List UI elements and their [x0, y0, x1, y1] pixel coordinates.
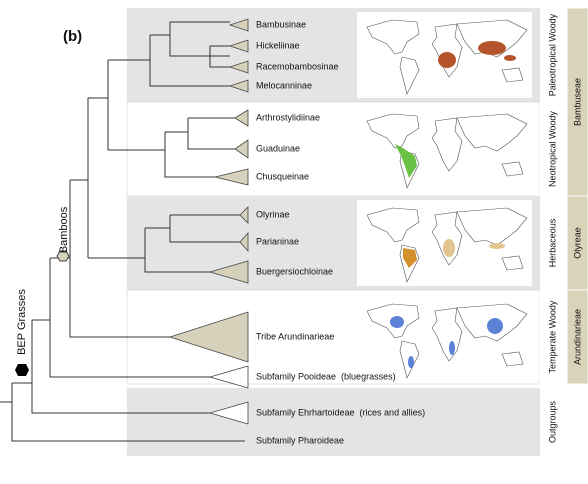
node-label: BEP Grasses — [16, 289, 28, 355]
clade-triangles — [168, 18, 249, 425]
group-labels: Paleotropical Woody Neotropical Woody He… — [547, 13, 582, 443]
clade-label: Subfamily Ehrhartoideae (rices and allie… — [256, 407, 425, 417]
node-label: Bamboos — [58, 206, 70, 253]
clade-label: Arthrostylidiinae — [256, 112, 320, 122]
clade-label: Subfamily Pooideae (bluegrasses) — [256, 371, 396, 381]
clade-label: Chusqueinae — [256, 171, 309, 181]
clade-label: Guaduinae — [256, 143, 300, 153]
tribe-label: Arundinarieae — [572, 309, 582, 365]
group-label: Paleotropical Woody — [547, 13, 557, 96]
bamboos-node — [56, 250, 70, 262]
clade-label: Melocanninae — [256, 80, 312, 90]
tribe-label: Bambuseae — [572, 78, 582, 126]
clade-label: Bambusinae — [256, 19, 306, 29]
clade-labels: Bambusinae Hickeliinae Racemobambosinae … — [256, 19, 425, 445]
figure-label: (b) — [63, 28, 82, 45]
clade-label: Buergersiochloinae — [256, 266, 333, 276]
clade-label: Subfamily Pharoideae — [256, 435, 344, 445]
group-label: Neotropical Woody — [547, 111, 557, 187]
group-label: Outgroups — [547, 400, 557, 443]
clade-label: Tribe Arundinarieae — [256, 331, 334, 341]
clade-label: Hickeliinae — [256, 40, 300, 50]
clade-label: Racemobambosinae — [256, 61, 339, 71]
tribe-label: Olyreae — [572, 227, 582, 259]
group-label: Temperate Woody — [547, 300, 557, 373]
bep-node — [15, 364, 29, 376]
clade-label: Olyrinae — [256, 209, 290, 219]
clade-label: Parianinae — [256, 236, 299, 246]
group-label: Herbaceous — [547, 218, 557, 267]
maps — [357, 12, 532, 382]
